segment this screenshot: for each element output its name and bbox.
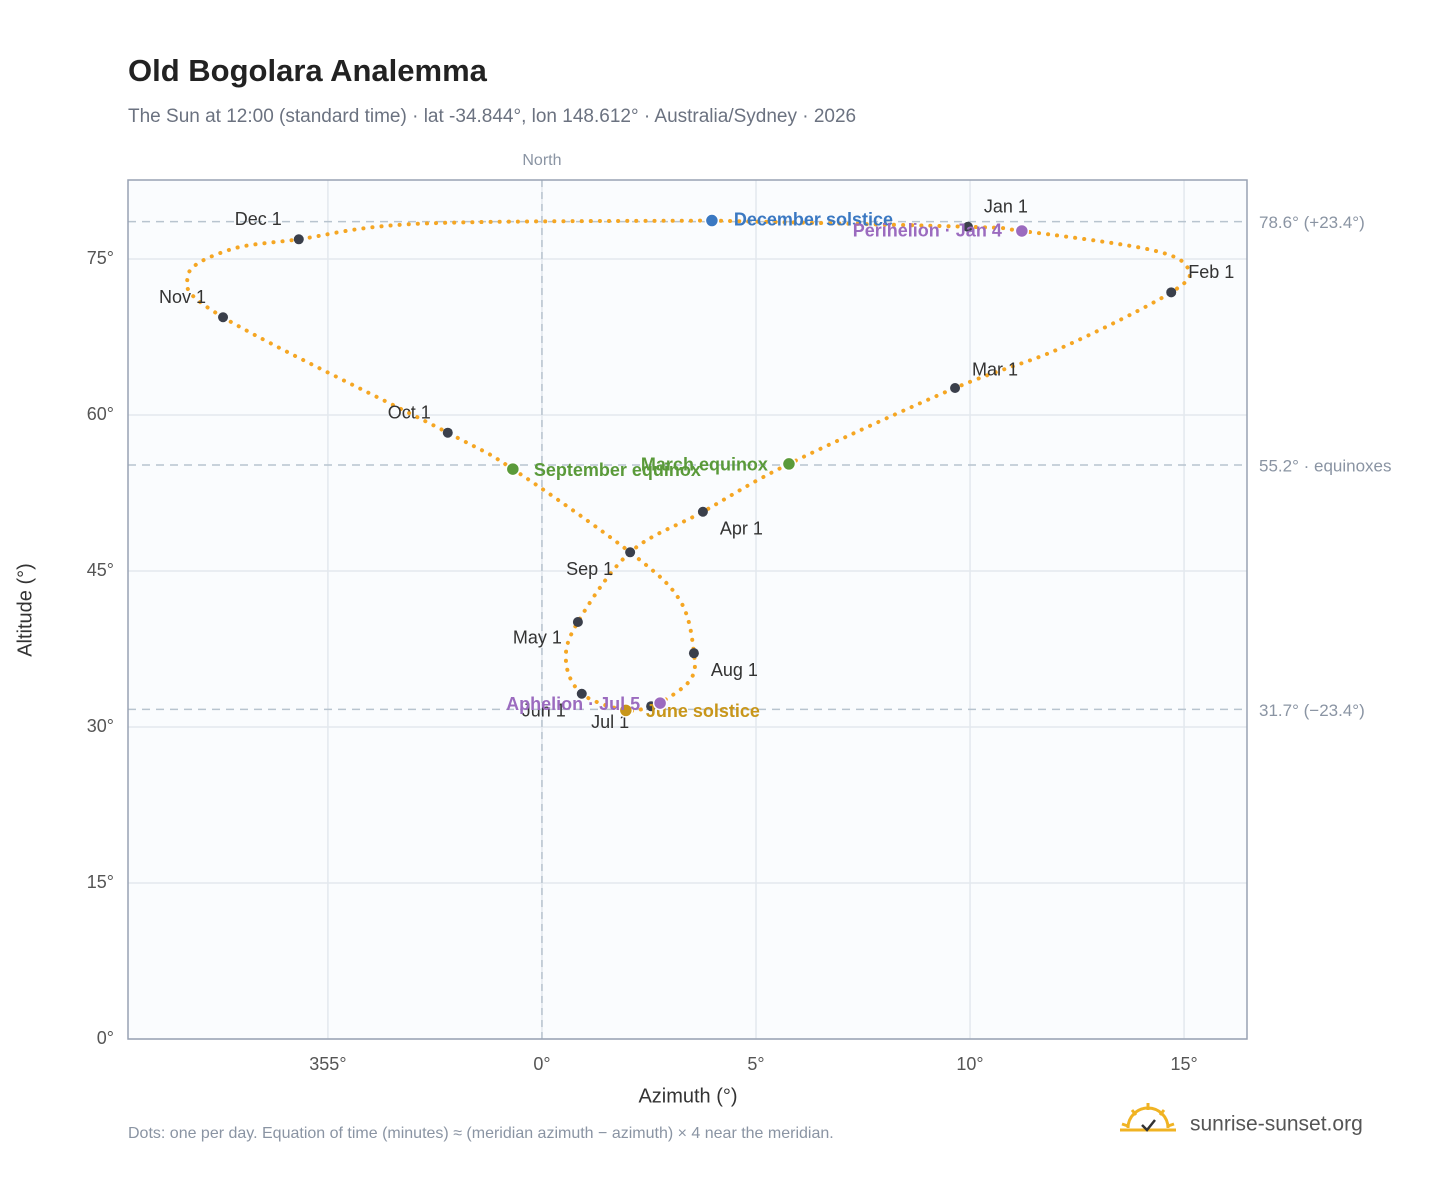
chart-subtitle: The Sun at 12:00 (standard time) · lat -… <box>128 106 856 127</box>
month-marker <box>293 234 304 245</box>
y-tick-label: 60° <box>87 404 114 424</box>
month-marker <box>962 221 973 232</box>
event-marker <box>1014 223 1030 239</box>
month-marker <box>625 547 636 558</box>
y-tick-label: 75° <box>87 248 114 268</box>
event-marker <box>704 213 720 228</box>
x-tick-label: 10° <box>956 1054 983 1074</box>
plot-area <box>128 180 1247 1039</box>
month-label: May 1 <box>513 628 562 648</box>
month-marker <box>218 312 229 323</box>
x-tick-label: 355° <box>309 1054 346 1074</box>
event-label: March equinox <box>641 455 768 475</box>
month-marker <box>697 506 708 517</box>
reference-label: 55.2° · equinoxes <box>1259 456 1392 475</box>
logo <box>1120 1103 1176 1132</box>
month-label: Nov 1 <box>159 287 206 307</box>
x-tick-label: 15° <box>1170 1054 1197 1074</box>
month-label: Sep 1 <box>566 559 613 579</box>
month-marker <box>1166 287 1177 298</box>
event-marker <box>505 461 521 477</box>
month-marker <box>688 648 699 659</box>
event-marker <box>652 695 668 711</box>
meridian-label: North <box>522 152 561 169</box>
event-label: Perihelion · Jan 4 <box>853 221 1002 241</box>
footnote: Dots: one per day. Equation of time (min… <box>128 1125 834 1142</box>
reference-label: 78.6° (+23.4°) <box>1259 213 1365 232</box>
y-tick-label: 30° <box>87 716 114 736</box>
month-label: Apr 1 <box>720 518 763 538</box>
source-label: sunrise-sunset.org <box>1190 1113 1363 1136</box>
month-label: Jun 1 <box>522 700 566 720</box>
event-label: December solstice <box>734 209 893 229</box>
month-label: Aug 1 <box>711 660 758 680</box>
x-tick-label: 0° <box>533 1054 550 1074</box>
month-label: Jan 1 <box>984 197 1028 217</box>
event-label: June solstice <box>646 701 760 721</box>
event-label: Aphelion · Jul 5 <box>506 694 640 714</box>
event-marker <box>618 703 634 718</box>
y-tick-label: 15° <box>87 872 114 892</box>
event-marker <box>781 456 797 472</box>
y-tick-label: 45° <box>87 560 114 580</box>
month-label: Dec 1 <box>235 209 282 229</box>
y-axis-label: Altitude (°) <box>14 563 36 657</box>
month-label: Jul 1 <box>591 712 629 732</box>
month-marker <box>950 382 961 393</box>
month-marker <box>442 427 453 438</box>
reference-label: 31.7° (−23.4°) <box>1259 701 1365 720</box>
month-label: Oct 1 <box>388 402 431 422</box>
month-marker <box>576 688 587 699</box>
month-label: Feb 1 <box>1188 262 1234 282</box>
y-tick-label: 0° <box>97 1028 114 1048</box>
event-label: September equinox <box>534 460 701 480</box>
month-label: Mar 1 <box>972 360 1018 380</box>
chart-title: Old Bogolara Analemma <box>128 53 488 88</box>
month-marker <box>572 616 583 627</box>
x-tick-label: 5° <box>747 1054 764 1074</box>
x-axis-label: Azimuth (°) <box>638 1085 737 1107</box>
plot-frame <box>127 179 1248 1040</box>
